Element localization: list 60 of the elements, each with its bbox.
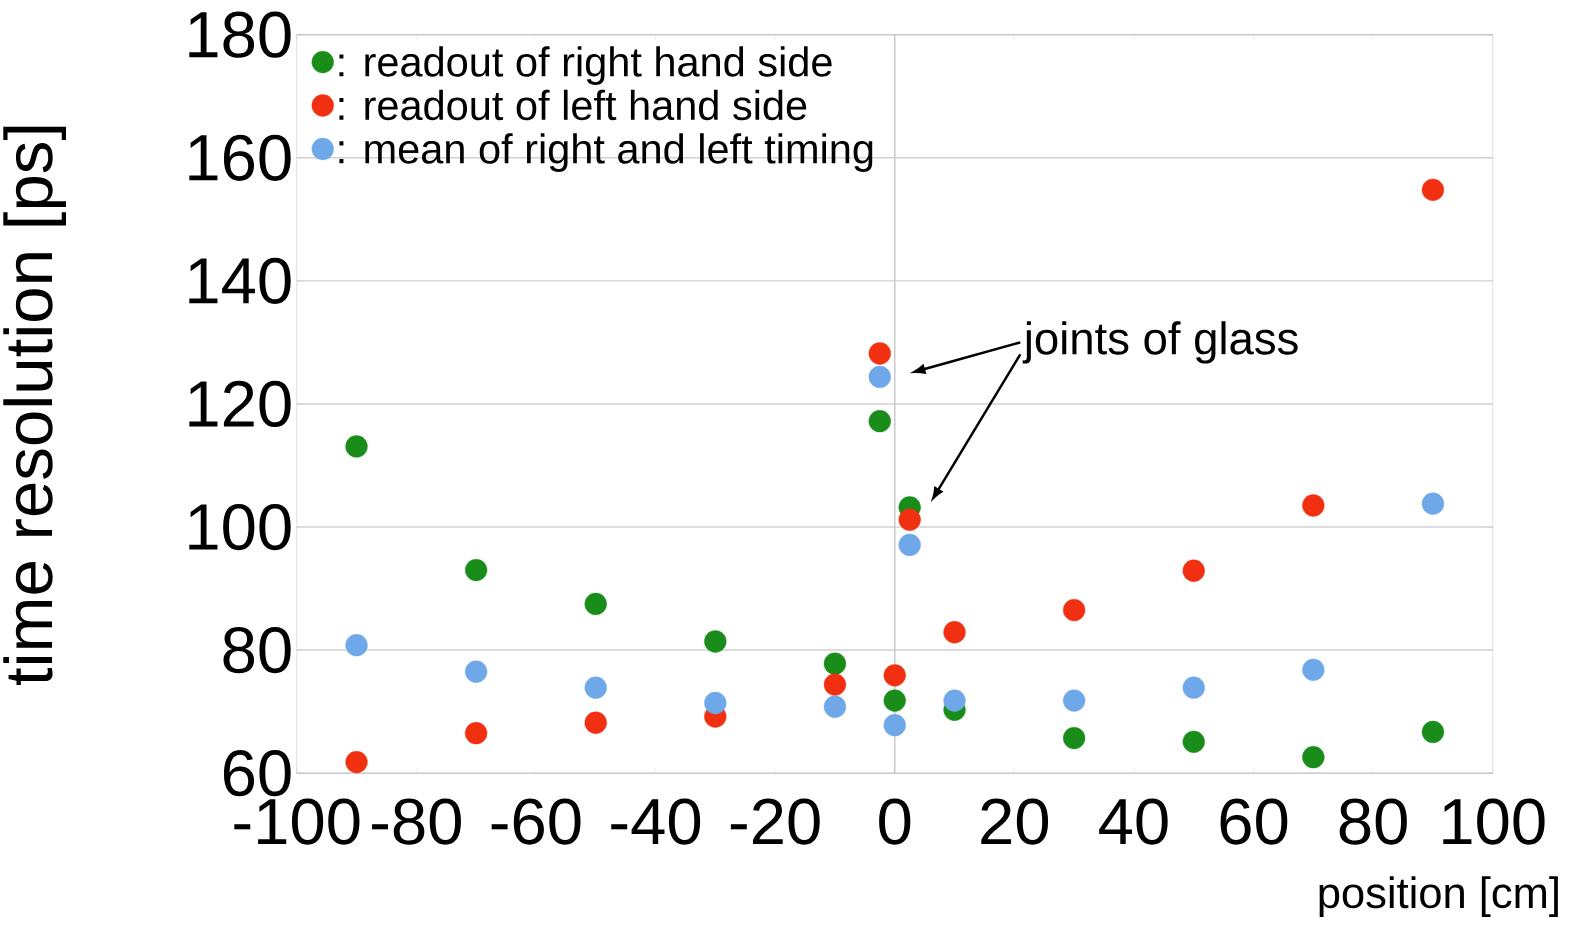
point	[1302, 658, 1325, 681]
point	[1421, 178, 1445, 201]
x-tick-label: -80	[372, 798, 461, 845]
point	[704, 630, 727, 653]
point	[868, 365, 891, 389]
point	[345, 634, 368, 657]
point	[1302, 494, 1325, 517]
point	[823, 673, 847, 696]
point	[704, 691, 727, 715]
point	[1063, 727, 1086, 750]
x-tick-label: -100	[234, 798, 360, 845]
point	[1182, 730, 1205, 753]
point	[584, 676, 607, 699]
x-tick-label: -20	[730, 798, 820, 845]
x-axis-title: position [cm]	[1319, 876, 1558, 917]
x-tick-label: 20	[981, 798, 1049, 845]
x-tick-label: 80	[1339, 798, 1407, 845]
y-tick-label: 60	[223, 750, 291, 797]
y-axis-title: time resolution [ps]	[3, 126, 66, 686]
x-tick-label: -60	[491, 798, 581, 845]
point	[898, 508, 921, 531]
point	[868, 410, 891, 433]
point	[1063, 689, 1086, 712]
point	[823, 652, 847, 675]
annotation: joints of glass	[1022, 321, 1298, 364]
point	[584, 592, 607, 616]
legend-label: : mean of right and left timing	[339, 133, 873, 172]
x-tick-label: 100	[1443, 798, 1545, 845]
point	[345, 751, 368, 774]
legend-label: : readout of right hand side	[339, 46, 832, 86]
point	[1182, 676, 1205, 699]
y-tick-label: 100	[189, 503, 291, 551]
point	[883, 689, 906, 712]
y-tick-label: 120	[189, 380, 291, 428]
point	[1302, 746, 1325, 769]
point	[1063, 599, 1086, 622]
point	[465, 722, 488, 745]
y-tick-label: 180	[189, 11, 291, 58]
point	[1421, 720, 1445, 744]
point	[943, 621, 966, 644]
point	[584, 711, 607, 734]
point	[1421, 492, 1445, 515]
x-tick-label: -40	[611, 798, 701, 845]
point	[883, 664, 906, 687]
point	[345, 435, 368, 458]
point	[1182, 559, 1205, 582]
y-tick-label: 80	[223, 627, 291, 674]
point	[465, 559, 488, 582]
y-tick-label: 140	[189, 257, 291, 305]
legend-label: : readout of left hand side	[339, 89, 807, 121]
point	[465, 660, 488, 683]
x-tick-label: 40	[1099, 798, 1168, 845]
x-tick-label: 0	[879, 798, 911, 845]
x-tick-label: 60	[1220, 798, 1288, 845]
y-tick-label: 160	[189, 134, 291, 181]
point	[898, 533, 921, 557]
point	[883, 714, 906, 737]
point	[943, 689, 966, 712]
point	[823, 695, 847, 718]
point	[868, 342, 891, 365]
